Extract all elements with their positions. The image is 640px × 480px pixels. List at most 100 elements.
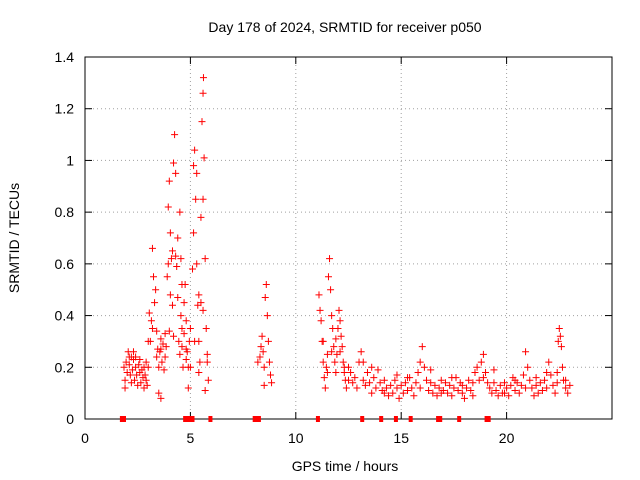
data-point <box>170 332 178 340</box>
data-point <box>193 260 201 268</box>
data-point <box>370 374 378 382</box>
data-point <box>259 348 267 356</box>
data-point <box>168 247 176 255</box>
data-point <box>141 371 149 379</box>
data-point <box>268 379 276 387</box>
data-point <box>323 350 331 358</box>
data-point <box>543 368 551 376</box>
data-point <box>144 337 152 345</box>
y-tick-label: 0.6 <box>55 256 75 272</box>
data-point <box>458 389 466 397</box>
y-tick-label: 0.2 <box>55 359 75 375</box>
data-point <box>556 332 564 340</box>
x-axis-label: GPS time / hours <box>292 458 399 474</box>
data-point <box>359 358 367 366</box>
data-point <box>538 387 546 395</box>
gap-marker <box>486 416 491 422</box>
data-point <box>446 381 454 389</box>
x-tick-label: 15 <box>393 430 409 446</box>
data-point <box>412 379 420 387</box>
data-point <box>121 376 129 384</box>
data-point <box>437 376 445 384</box>
gap-marker <box>457 416 462 422</box>
gap-marker <box>119 416 124 422</box>
data-point <box>564 389 572 397</box>
data-point <box>416 358 424 366</box>
data-point <box>327 286 335 294</box>
data-point <box>469 392 477 400</box>
data-point <box>372 384 380 392</box>
x-tick-label: 0 <box>81 430 89 446</box>
data-point <box>165 177 173 185</box>
data-point <box>201 387 209 395</box>
data-point <box>336 317 344 325</box>
chart-title: Day 178 of 2024, SRMTID for receiver p05… <box>208 19 481 35</box>
y-axis-tick-labels: 0 0.2 0.4 0.6 0.8 1 1.2 1.4 <box>55 49 75 427</box>
data-point <box>359 376 367 384</box>
gap-marker <box>360 416 365 422</box>
data-point <box>323 368 331 376</box>
data-point <box>317 317 325 325</box>
data-point <box>142 376 150 384</box>
data-point <box>469 379 477 387</box>
data-point <box>494 392 502 400</box>
data-point <box>338 343 346 351</box>
data-point <box>326 255 334 263</box>
data-point <box>555 325 563 332</box>
data-point <box>479 350 487 358</box>
data-point <box>433 392 441 400</box>
data-point <box>147 317 155 325</box>
data-point <box>256 353 264 361</box>
data-point <box>182 317 190 325</box>
data-point <box>482 368 490 376</box>
data-point <box>121 384 129 392</box>
data-point <box>408 384 416 392</box>
data-point <box>500 389 508 397</box>
data-point <box>500 379 508 387</box>
data-point <box>404 374 412 382</box>
data-point <box>429 389 437 397</box>
data-point <box>170 159 178 167</box>
data-point <box>380 389 388 397</box>
data-point <box>496 381 504 389</box>
data-point <box>463 384 471 392</box>
data-point <box>351 374 359 382</box>
data-point <box>347 368 355 376</box>
data-point <box>168 301 176 309</box>
data-point <box>484 379 492 387</box>
data-point <box>324 273 332 281</box>
data-point <box>368 363 376 371</box>
data-point <box>479 374 487 382</box>
data-point <box>199 306 207 314</box>
data-point <box>257 343 265 351</box>
data-point <box>467 387 475 395</box>
data-point <box>328 348 336 356</box>
data-point <box>204 376 212 384</box>
data-point <box>416 384 424 392</box>
data-point <box>448 374 456 382</box>
data-point <box>435 384 443 392</box>
data-point <box>454 387 462 395</box>
data-point <box>366 379 374 387</box>
data-point <box>448 392 456 400</box>
data-point <box>264 337 272 345</box>
gap-marker <box>121 416 126 422</box>
data-point <box>177 255 185 263</box>
data-point <box>532 374 540 382</box>
data-point <box>507 381 515 389</box>
data-point <box>203 358 211 366</box>
data-point <box>198 118 206 126</box>
data-point <box>414 368 422 376</box>
data-point <box>340 363 348 371</box>
data-point <box>195 368 203 376</box>
data-point <box>420 363 428 371</box>
data-point <box>319 358 327 366</box>
data-point <box>368 389 376 397</box>
data-point <box>393 384 401 392</box>
data-point <box>196 358 204 366</box>
data-point <box>397 381 405 389</box>
data-point <box>164 203 172 211</box>
data-point <box>190 229 198 237</box>
data-point <box>148 325 156 332</box>
gap-marker <box>190 416 195 422</box>
